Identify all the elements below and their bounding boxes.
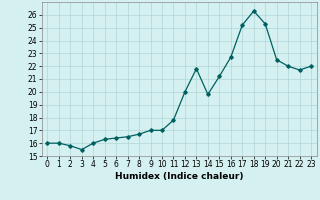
X-axis label: Humidex (Indice chaleur): Humidex (Indice chaleur) (115, 172, 244, 181)
